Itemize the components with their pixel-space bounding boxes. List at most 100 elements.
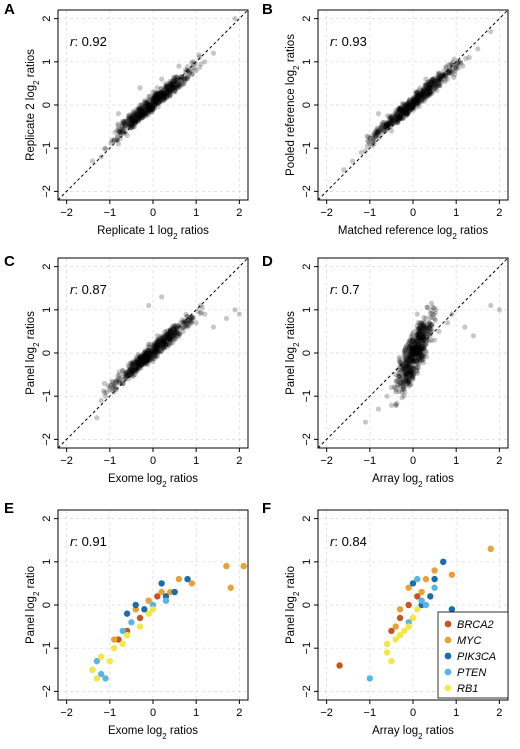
data-point <box>432 315 438 322</box>
data-point <box>421 359 427 366</box>
y-tick-label: −2 <box>41 433 53 446</box>
data-point <box>410 376 416 382</box>
data-point <box>417 349 423 356</box>
data-point <box>116 372 122 378</box>
data-point <box>152 98 159 104</box>
data-point <box>444 76 451 82</box>
data-point <box>171 324 177 330</box>
data-point <box>400 101 407 107</box>
data-point <box>362 148 369 154</box>
data-point <box>137 102 143 108</box>
data-point <box>389 120 395 126</box>
data-point <box>155 95 161 101</box>
data-point <box>404 360 411 366</box>
data-point <box>411 101 417 108</box>
data-point <box>140 358 146 364</box>
data-point <box>140 113 146 119</box>
data-point <box>162 80 169 87</box>
data-point <box>164 83 170 89</box>
legend-marker-rb1 <box>444 684 452 692</box>
data-point <box>425 87 431 93</box>
data-point <box>170 331 176 337</box>
data-point <box>414 370 421 376</box>
data-point <box>420 330 426 336</box>
data-point <box>152 346 158 352</box>
data-point <box>153 100 159 106</box>
data-point <box>138 108 144 115</box>
data-point <box>397 106 403 112</box>
data-point <box>426 84 433 90</box>
data-point <box>129 359 135 366</box>
data-point <box>409 338 415 344</box>
data-point <box>139 356 146 363</box>
data-point <box>175 81 182 87</box>
data-point <box>425 86 431 92</box>
data-point <box>409 352 415 358</box>
data-point <box>414 351 420 358</box>
data-point <box>167 327 174 333</box>
data-point <box>375 129 381 135</box>
data-point <box>409 104 416 110</box>
data-point <box>152 94 159 100</box>
data-point <box>396 108 402 115</box>
data-point <box>110 138 117 144</box>
data-point <box>165 333 171 339</box>
data-point <box>166 84 172 91</box>
data-point <box>150 106 156 112</box>
data-point <box>401 364 407 370</box>
data-point <box>123 370 130 376</box>
data-point <box>442 76 448 82</box>
data-point <box>151 349 158 355</box>
y-axis-label: Panel log2 ratios <box>25 311 41 395</box>
data-point <box>155 348 161 354</box>
data-point <box>384 122 390 128</box>
data-point <box>410 354 416 360</box>
data-point <box>460 63 466 69</box>
data-point <box>410 358 416 365</box>
data-point <box>141 106 147 112</box>
data-point <box>372 129 378 135</box>
data-point <box>415 93 421 99</box>
data-point <box>154 92 160 99</box>
data-point <box>176 82 182 88</box>
data-point <box>146 356 152 363</box>
data-point <box>379 130 385 136</box>
data-point <box>172 86 178 92</box>
data-point <box>414 358 420 364</box>
data-point <box>155 95 161 102</box>
data-point <box>139 359 145 366</box>
data-point <box>167 80 173 87</box>
data-point <box>152 102 158 108</box>
data-point <box>163 339 169 345</box>
data-point <box>405 103 412 109</box>
data-point <box>188 314 195 320</box>
data-point <box>146 106 152 112</box>
data-point <box>121 370 127 377</box>
data-point <box>152 92 159 98</box>
data-point <box>163 93 169 99</box>
data-point <box>408 370 414 376</box>
data-point <box>406 373 412 379</box>
data-point <box>137 359 143 365</box>
data-point <box>427 310 433 316</box>
data-point <box>136 110 142 116</box>
data-point <box>406 351 412 357</box>
data-point <box>130 363 136 369</box>
data-point <box>416 325 422 331</box>
data-point <box>393 107 399 114</box>
data-point <box>127 367 133 373</box>
data-point <box>141 98 147 104</box>
data-point <box>136 363 142 370</box>
data-point <box>146 102 152 108</box>
data-point <box>142 111 148 117</box>
data-point <box>406 363 412 369</box>
data-point <box>152 99 159 105</box>
data-point <box>142 358 148 364</box>
data-point <box>406 359 412 365</box>
data-point <box>414 93 420 99</box>
data-point <box>425 86 432 92</box>
data-point <box>179 74 185 80</box>
data-point <box>159 89 166 96</box>
data-point <box>134 367 140 374</box>
data-point <box>431 79 438 85</box>
